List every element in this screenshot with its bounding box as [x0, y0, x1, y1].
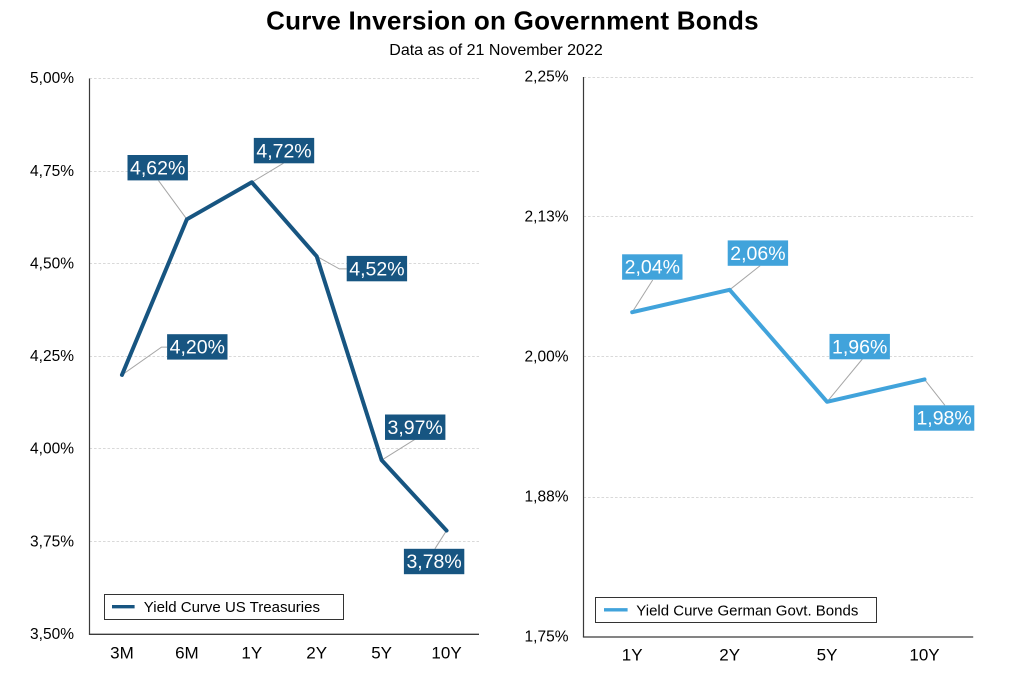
svg-text:3,50%: 3,50%	[30, 626, 74, 643]
svg-text:2,00%: 2,00%	[525, 349, 569, 366]
svg-text:1,88%: 1,88%	[525, 489, 569, 506]
svg-text:1Y: 1Y	[241, 644, 262, 663]
svg-text:3M: 3M	[110, 644, 134, 663]
svg-text:4,75%: 4,75%	[30, 163, 74, 180]
svg-text:4,72%: 4,72%	[256, 140, 311, 162]
svg-text:2Y: 2Y	[306, 644, 327, 663]
svg-text:3,78%: 3,78%	[406, 551, 461, 573]
svg-text:4,62%: 4,62%	[130, 157, 185, 179]
svg-text:4,52%: 4,52%	[349, 258, 404, 280]
svg-text:1,75%: 1,75%	[525, 629, 569, 646]
svg-text:2,06%: 2,06%	[730, 243, 785, 265]
svg-text:5Y: 5Y	[817, 645, 838, 664]
svg-text:3,97%: 3,97%	[388, 417, 443, 439]
svg-text:3,75%: 3,75%	[30, 533, 74, 550]
svg-text:4,20%: 4,20%	[170, 337, 225, 359]
svg-text:2,25%: 2,25%	[525, 69, 569, 86]
svg-text:4,00%: 4,00%	[30, 441, 74, 458]
svg-text:6M: 6M	[175, 644, 199, 663]
svg-text:1,98%: 1,98%	[916, 408, 971, 430]
svg-text:5Y: 5Y	[371, 644, 392, 663]
svg-text:10Y: 10Y	[431, 644, 461, 663]
svg-text:1,96%: 1,96%	[832, 336, 887, 358]
svg-text:2Y: 2Y	[719, 645, 740, 664]
svg-text:Yield Curve German Govt. Bonds: Yield Curve German Govt. Bonds	[636, 602, 858, 619]
svg-text:5,00%: 5,00%	[30, 70, 74, 87]
svg-text:Yield Curve US Treasuries: Yield Curve US Treasuries	[144, 599, 320, 616]
svg-text:2,04%: 2,04%	[625, 257, 680, 279]
svg-text:10Y: 10Y	[909, 645, 939, 664]
svg-text:1Y: 1Y	[622, 645, 643, 664]
svg-text:4,50%: 4,50%	[30, 255, 74, 272]
svg-text:4,25%: 4,25%	[30, 348, 74, 365]
svg-text:Curve Inversion on Government: Curve Inversion on Government Bonds	[266, 6, 759, 36]
svg-text:Data as of 21 November 2022: Data as of 21 November 2022	[389, 42, 603, 59]
svg-text:2,13%: 2,13%	[525, 209, 569, 226]
